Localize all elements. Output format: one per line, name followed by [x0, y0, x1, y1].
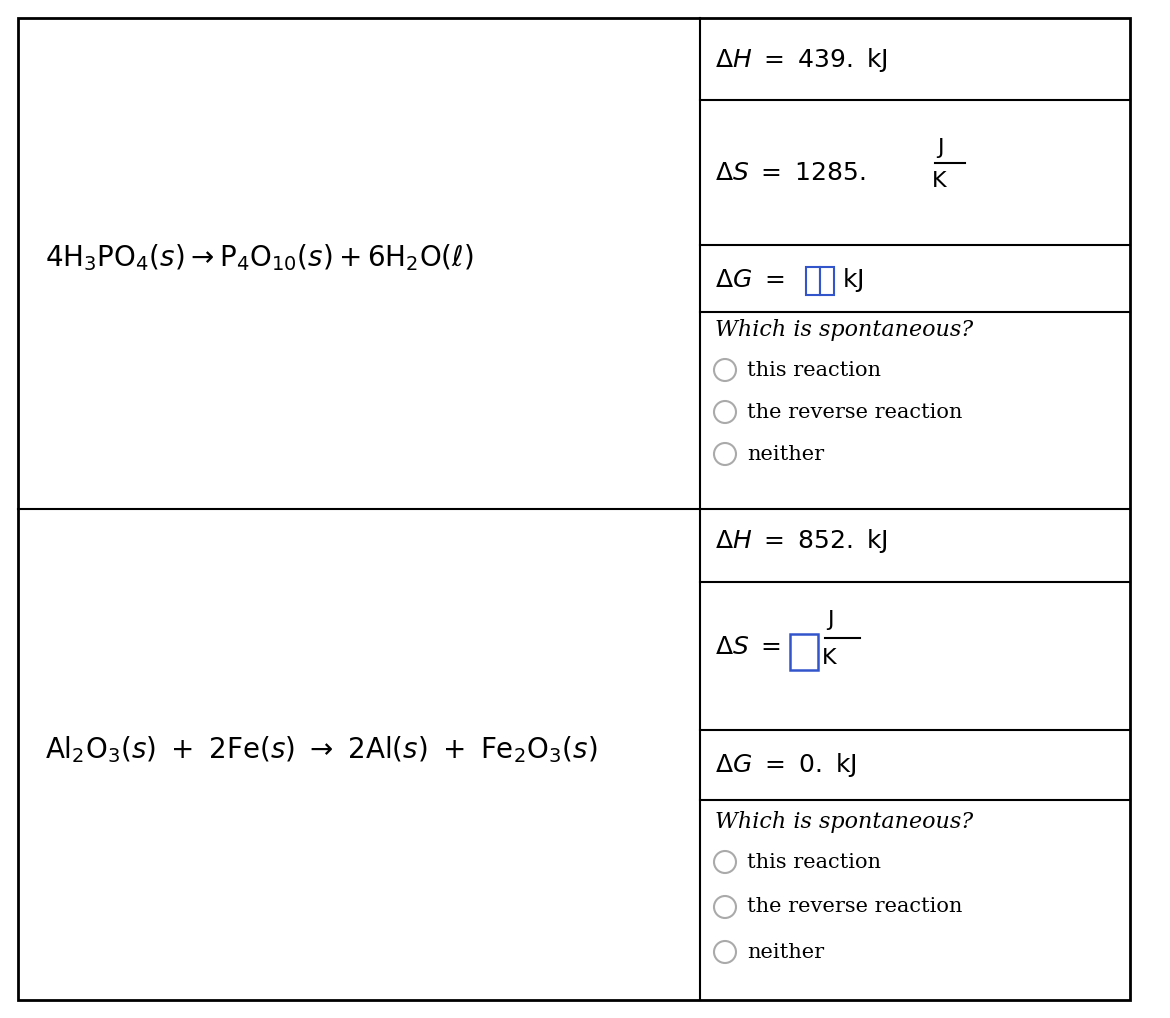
Text: this reaction: this reaction [746, 852, 881, 871]
Text: Which is spontaneous?: Which is spontaneous? [715, 319, 973, 341]
Text: $\Delta G\ =\ 0.\ \mathrm{kJ}$: $\Delta G\ =\ 0.\ \mathrm{kJ}$ [715, 751, 856, 779]
Text: neither: neither [746, 445, 824, 463]
Bar [820, 267, 834, 295]
Text: $\mathrm{J}$: $\mathrm{J}$ [826, 608, 834, 632]
Text: $\Delta S\ =\ 1285.\ $: $\Delta S\ =\ 1285.\ $ [715, 162, 866, 184]
Circle shape [714, 401, 736, 423]
Bar [806, 267, 820, 295]
Circle shape [714, 359, 736, 381]
Text: the reverse reaction: the reverse reaction [746, 898, 963, 916]
Text: $\mathrm{K}$: $\mathrm{K}$ [821, 647, 839, 669]
Text: $\mathrm{J}$: $\mathrm{J}$ [936, 136, 944, 160]
Text: $\Delta H\ =\ 439.\ \mathrm{kJ}$: $\Delta H\ =\ 439.\ \mathrm{kJ}$ [715, 46, 888, 74]
Text: the reverse reaction: the reverse reaction [746, 402, 963, 421]
Text: $\mathrm{Al_2O_3}(s)\ +\ 2\mathrm{Fe}(s)\ \rightarrow\ 2\mathrm{Al}(s)\ +\ \math: $\mathrm{Al_2O_3}(s)\ +\ 2\mathrm{Fe}(s)… [44, 735, 598, 766]
Text: neither: neither [746, 943, 824, 961]
Text: $\Delta H\ =\ 852.\ \mathrm{kJ}$: $\Delta H\ =\ 852.\ \mathrm{kJ}$ [715, 527, 888, 555]
Bar [790, 634, 818, 670]
Text: $\Delta S\ =$: $\Delta S\ =$ [715, 636, 782, 660]
Text: $\mathrm{kJ}$: $\mathrm{kJ}$ [842, 266, 863, 294]
Text: Which is spontaneous?: Which is spontaneous? [715, 811, 973, 833]
Circle shape [714, 896, 736, 918]
Text: $4\mathrm{H_3PO_4}(s) \rightarrow \mathrm{P_4O_{10}}(s) + 6\mathrm{H_2O}(\ell)$: $4\mathrm{H_3PO_4}(s) \rightarrow \mathr… [44, 242, 474, 274]
Circle shape [714, 941, 736, 963]
Text: $\mathrm{K}$: $\mathrm{K}$ [931, 170, 949, 192]
Circle shape [714, 851, 736, 873]
Circle shape [714, 443, 736, 465]
Text: this reaction: this reaction [746, 360, 881, 380]
Text: $\Delta G\ =$: $\Delta G\ =$ [715, 269, 785, 291]
